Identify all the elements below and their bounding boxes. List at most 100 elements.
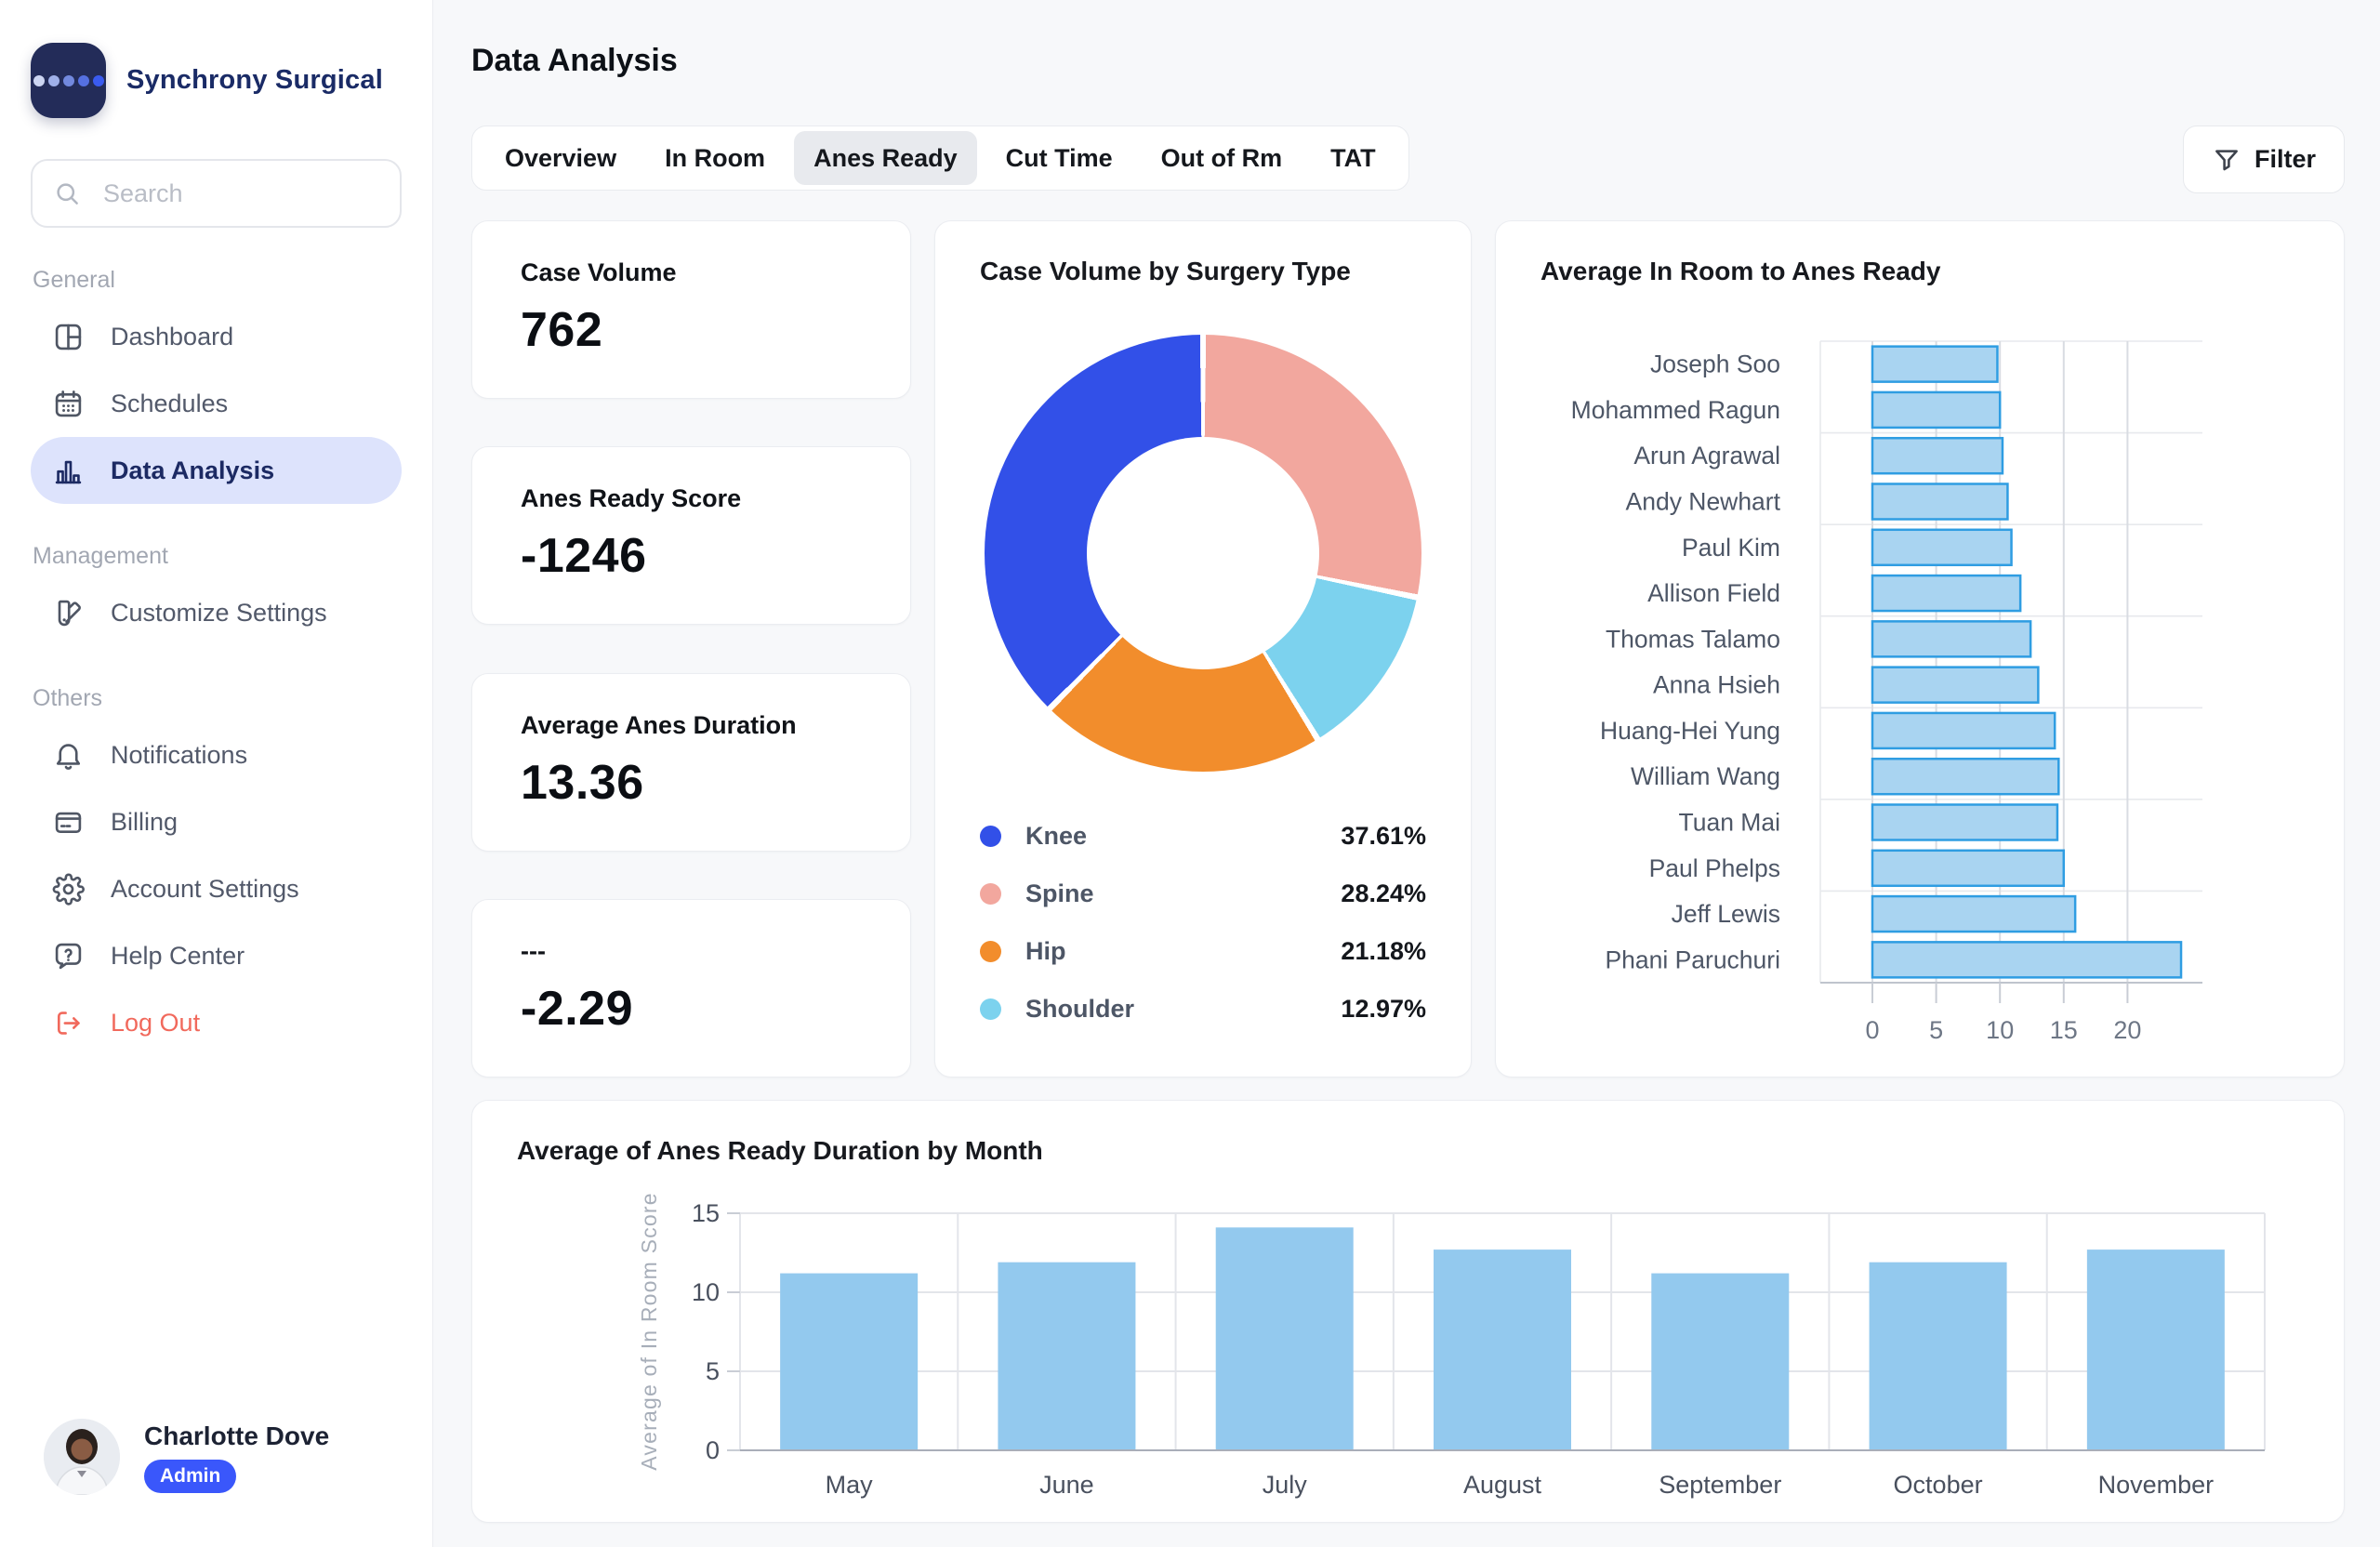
legend-value: 37.61%: [1341, 821, 1426, 850]
y-tick-label: 15: [692, 1199, 720, 1227]
legend-dot: [980, 825, 1001, 847]
tab-anes-ready[interactable]: Anes Ready: [794, 131, 977, 185]
stat-value: -1246: [521, 529, 647, 584]
x-tick-label: July: [1263, 1471, 1308, 1499]
hbar-chart: Joseph Soo Mohammed Ragun Arun Agrawal Andy…: [1571, 340, 2202, 1044]
y-axis-title: Average of In Room Score: [637, 1192, 661, 1470]
stat-label: Anes Ready Score: [521, 484, 742, 513]
tab-out-of-rm[interactable]: Out of Rm: [1142, 137, 1302, 179]
bar-september: [1651, 1273, 1790, 1450]
bar-november: [2086, 1250, 2225, 1450]
brand: Synchrony Surgical: [31, 43, 402, 118]
stats-column: Case Volume 762 Anes Ready Score -1246 Avera…: [471, 220, 911, 1078]
sidebar-item-label: Dashboard: [111, 322, 234, 350]
x-tick-label: June: [1039, 1471, 1094, 1499]
search: [31, 159, 402, 228]
sidebar-item-help-center[interactable]: Help Center: [31, 922, 402, 989]
sidebar-item-schedules[interactable]: Schedules: [31, 370, 402, 437]
tab-in-room[interactable]: In Room: [645, 137, 785, 179]
tab-tat[interactable]: TAT: [1311, 137, 1395, 179]
x-tick-label: 0: [1865, 1016, 1879, 1044]
vbar-chart-title: Average of Anes Ready Duration by Month: [517, 1136, 1043, 1165]
sidebar-item-billing[interactable]: Billing: [31, 788, 402, 855]
bar-paul-kim: [1871, 528, 2013, 567]
sidebar-item-account-settings[interactable]: Account Settings: [31, 855, 402, 922]
brand-name: Synchrony Surgical: [126, 65, 383, 95]
tab-bar: Overview In Room Anes Ready Cut Time Out of …: [471, 126, 1409, 191]
legend-item-shoulder[interactable]: Shoulder 12.97%: [980, 980, 1426, 1038]
sidebar-item-notifications[interactable]: Notifications: [31, 721, 402, 788]
legend-label: Shoulder: [1025, 994, 1135, 1023]
bar-thomas-talamo: [1871, 620, 2032, 658]
sidebar-item-log-out[interactable]: Log Out: [31, 989, 402, 1056]
stat-label: ---: [521, 936, 546, 965]
bar-william-wang: [1871, 757, 2060, 796]
toolbar: Overview In Room Anes Ready Cut Time Out of …: [471, 126, 2345, 193]
hbar-chart-title: Average In Room to Anes Ready: [1540, 257, 1941, 285]
bar-july: [1215, 1227, 1354, 1450]
filter-label: Filter: [2254, 145, 2316, 173]
x-tick-label: 5: [1929, 1016, 1943, 1044]
legend-item-spine[interactable]: Spine 28.24%: [980, 865, 1426, 922]
user-profile[interactable]: Charlotte Dove Admin: [31, 1419, 402, 1495]
sidebar-item-label: Customize Settings: [111, 598, 327, 627]
bar-arun-agrawal: [1871, 436, 2004, 475]
x-tick-label: September: [1659, 1471, 1781, 1499]
sidebar-item-label: Log Out: [111, 1008, 201, 1037]
vbar-chart-card: Average of Anes Ready Duration by Month …: [471, 1100, 2345, 1523]
sidebar-nav: General Dashboard Schedules Data Analysis Ma…: [31, 228, 402, 1056]
gear-icon: [51, 872, 85, 906]
bar-andy-newhart: [1871, 483, 2009, 521]
tab-overview[interactable]: Overview: [485, 137, 636, 179]
help-icon: [51, 939, 85, 972]
filter-button[interactable]: Filter: [2182, 126, 2345, 193]
x-tick-label: May: [826, 1471, 874, 1499]
legend-item-hip[interactable]: Hip 21.18%: [980, 922, 1426, 980]
stat-value: -2.29: [521, 981, 634, 1036]
sidebar-item-data-analysis[interactable]: Data Analysis: [31, 437, 402, 504]
legend-label: Knee: [1025, 821, 1088, 850]
user-info: Charlotte Dove Admin: [144, 1421, 329, 1493]
legend-value: 12.97%: [1341, 994, 1426, 1023]
tab-cut-time[interactable]: Cut Time: [986, 137, 1132, 179]
donut-chart: [985, 335, 1421, 772]
category-label: Mohammed Ragun: [1571, 396, 1780, 424]
user-name: Charlotte Dove: [144, 1421, 330, 1450]
category-label: Thomas Talamo: [1606, 625, 1780, 653]
avatar: [44, 1419, 120, 1495]
logout-icon: [51, 1006, 85, 1039]
main-content: Data Analysis Overview In Room Anes Ready C…: [433, 0, 2380, 1547]
legend-dot: [980, 882, 1001, 905]
y-tick-label: 5: [706, 1357, 720, 1385]
bar-joseph-soo: [1871, 345, 1999, 383]
bar-chart-icon: [51, 454, 85, 487]
donut-legend: Knee 37.61% Spine 28.24% Hip 21.18% Shoulder 12…: [980, 807, 1426, 1038]
legend-item-knee[interactable]: Knee 37.61%: [980, 807, 1426, 865]
x-tick-label: 15: [2050, 1016, 2078, 1044]
legend-value: 21.18%: [1341, 936, 1426, 965]
sidebar-item-label: Billing: [111, 807, 178, 836]
page-title: Data Analysis: [471, 43, 678, 78]
bar-huang-hei-yung: [1871, 711, 2056, 750]
funnel-icon: [2215, 149, 2238, 170]
user-role-badge: Admin: [144, 1459, 237, 1493]
stat-label: Average Anes Duration: [521, 710, 797, 739]
category-label: Andy Newhart: [1626, 488, 1781, 516]
credit-card-icon: [51, 805, 85, 839]
search-input[interactable]: [31, 159, 402, 228]
category-label: Huang-Hei Yung: [1600, 717, 1780, 745]
dashboard-grid: Case Volume 762 Anes Ready Score -1246 Avera…: [471, 220, 2345, 1078]
sidebar-item-dashboard[interactable]: Dashboard: [31, 303, 402, 370]
category-label: Joseph Soo: [1650, 350, 1780, 378]
bar-paul-phelps: [1871, 849, 2066, 888]
stat-value: 762: [521, 303, 603, 357]
bar-october: [1869, 1262, 2007, 1450]
stat-card-average-anes-duration: Average Anes Duration 13.36: [471, 672, 911, 852]
legend-dot: [980, 998, 1001, 1020]
donut-chart-title: Case Volume by Surgery Type: [980, 257, 1351, 285]
x-tick-label: 10: [1986, 1016, 2014, 1044]
hbar-chart-card: Average In Room to Anes Ready Joseph Soo…: [1495, 220, 2345, 1078]
x-tick-label: October: [1894, 1471, 1983, 1499]
search-icon: [57, 183, 78, 205]
sidebar-item-customize-settings[interactable]: Customize Settings: [31, 579, 402, 646]
